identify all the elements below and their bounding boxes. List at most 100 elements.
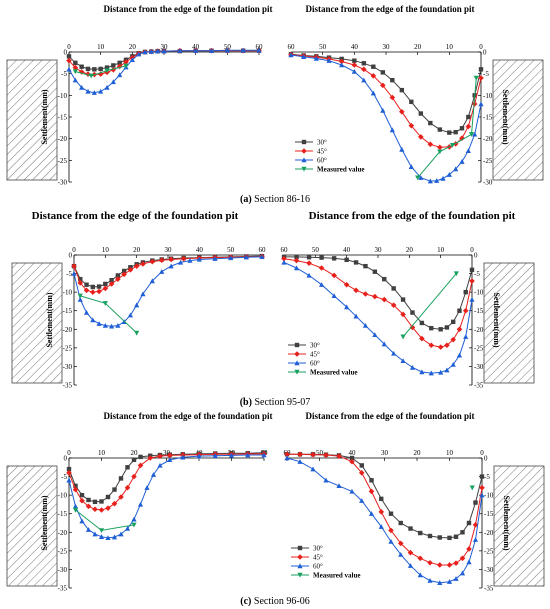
data-point [161, 48, 167, 54]
series-45deg [288, 51, 484, 151]
data-point [168, 256, 174, 263]
data-point [459, 555, 466, 562]
data-point [96, 284, 102, 289]
caption-label: (a) [240, 194, 252, 205]
data-point [144, 485, 150, 490]
data-point [444, 367, 450, 373]
legend-marker [301, 139, 307, 145]
series-measured [415, 75, 479, 181]
data-point [378, 509, 385, 515]
data-point [479, 474, 485, 479]
y-tick-label: -15 [483, 114, 493, 122]
y-tick-label: -25 [58, 547, 68, 555]
legend-label: 60° [313, 563, 323, 571]
legend-marker [297, 572, 303, 578]
data-point [85, 88, 91, 94]
data-point [92, 67, 97, 72]
data-point [449, 142, 456, 148]
data-point [427, 577, 433, 583]
data-point [400, 311, 406, 318]
data-point [73, 60, 78, 66]
data-point [344, 304, 350, 310]
data-point [131, 516, 137, 522]
data-point [380, 70, 386, 75]
y-tick-label: -20 [483, 135, 493, 143]
y-tick-label: -35 [63, 382, 73, 390]
data-point [353, 260, 359, 265]
data-point [148, 48, 154, 54]
legend-marker [301, 157, 307, 163]
y-tick-label: -30 [483, 179, 493, 187]
data-point [463, 334, 469, 339]
series-60deg [281, 259, 475, 376]
x-tick-label: 50 [312, 246, 320, 254]
data-point [104, 68, 110, 74]
data-point [379, 496, 384, 502]
data-point [98, 528, 105, 534]
data-point [90, 289, 96, 295]
series-45deg [66, 451, 267, 513]
data-point [372, 293, 378, 300]
data-point [136, 51, 142, 57]
data-point [399, 109, 405, 115]
data-point [288, 52, 294, 58]
chart-title: Distance from the edge of the foundation… [32, 210, 239, 222]
legend-marker [294, 342, 300, 348]
data-point [437, 580, 443, 585]
x-tick-label: 20 [131, 449, 139, 457]
y-tick-label: -25 [483, 157, 493, 165]
series-line [75, 65, 127, 77]
x-tick-label: 0 [480, 449, 484, 457]
x-tick-label: 40 [192, 43, 200, 51]
data-point [83, 309, 90, 315]
data-point [326, 58, 332, 63]
data-point [370, 73, 377, 79]
data-point [466, 546, 472, 552]
data-point [85, 527, 92, 532]
data-point [408, 122, 415, 129]
data-point [90, 284, 95, 290]
data-point [72, 503, 79, 509]
data-point [127, 267, 134, 273]
data-point [438, 369, 444, 375]
data-point [196, 453, 202, 459]
legend-marker [301, 166, 307, 172]
x-tick-label: 0 [67, 43, 71, 51]
y-axis-label: Settlement(mm) [40, 495, 49, 550]
series-45deg [281, 255, 475, 350]
data-point [96, 321, 102, 326]
data-point [105, 505, 111, 511]
series-measured [72, 63, 129, 79]
data-point [245, 452, 251, 458]
data-point [417, 555, 424, 562]
data-point [409, 324, 416, 331]
data-point [92, 499, 98, 505]
data-point [134, 302, 140, 308]
data-point [105, 535, 111, 541]
data-point [418, 175, 424, 180]
y-tick-label: -35 [58, 585, 68, 593]
data-point [428, 120, 433, 126]
y-tick-label: -30 [58, 566, 68, 574]
series-line [287, 453, 483, 539]
data-point [339, 62, 345, 68]
x-tick-label: 10 [446, 449, 454, 457]
y-tick-label: -5 [474, 270, 480, 278]
data-point [124, 484, 131, 491]
data-point [85, 66, 91, 72]
data-point [400, 334, 406, 340]
data-point [471, 101, 478, 107]
data-point [72, 507, 79, 513]
data-point [66, 477, 72, 483]
data-point [343, 281, 350, 288]
data-point [111, 500, 118, 507]
data-point [469, 296, 475, 302]
data-point [473, 500, 478, 505]
data-point [79, 64, 84, 69]
y-tick-label: -15 [474, 307, 484, 315]
data-point [131, 473, 137, 480]
chart-title: Distance from the edge of the foundation… [305, 411, 474, 421]
data-point [92, 506, 98, 513]
data-point [117, 72, 123, 78]
data-point [66, 66, 72, 72]
